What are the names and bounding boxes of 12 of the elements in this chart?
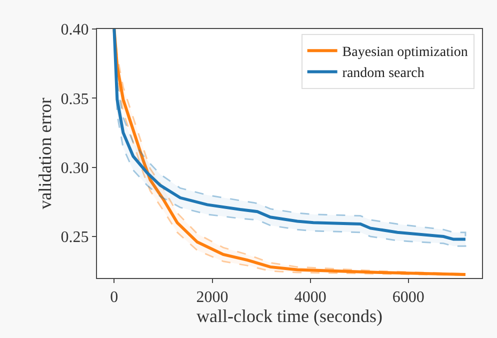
y-tick-label: 0.30 [60, 160, 89, 177]
y-tick-label: 0.40 [60, 22, 89, 39]
legend-label: Bayesian optimization [342, 45, 468, 60]
x-tick-label: 6000 [392, 289, 424, 306]
x-tick-label: 4000 [294, 289, 326, 306]
y-tick-label: 0.25 [60, 229, 89, 246]
x-tick-label: 0 [110, 289, 118, 306]
y-tick-label: 0.35 [60, 90, 89, 108]
x-axis-title: wall-clock time (seconds) [196, 306, 382, 326]
x-tick-label: 2000 [196, 289, 228, 306]
legend-label: random search [342, 66, 424, 82]
y-axis-title: validation error [35, 98, 55, 210]
